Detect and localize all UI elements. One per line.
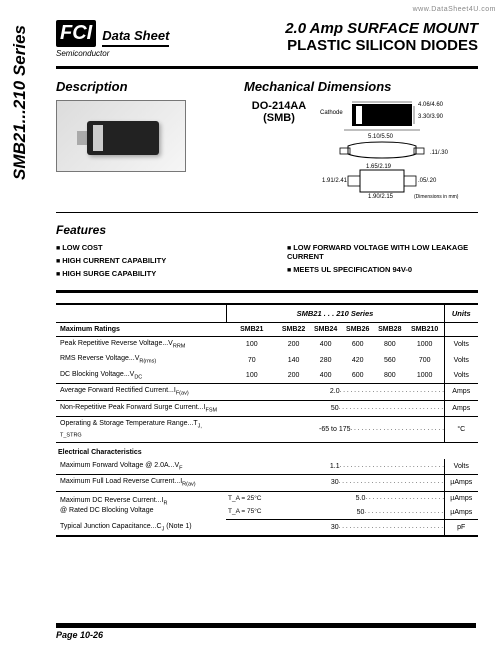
ratings-table: SMB21 . . . 210 Series Units Maximum Rat… (56, 303, 478, 537)
datasheet-label: Data Sheet (102, 28, 169, 47)
svg-text:(Dimensions in mm): (Dimensions in mm) (414, 194, 459, 200)
svg-text:3.30/3.90: 3.30/3.90 (418, 114, 444, 120)
table-row: Maximum DC Reverse Current...IR @ Rated … (56, 491, 478, 505)
features-right: LOW FORWARD VOLTAGE WITH LOW LEAKAGE CUR… (287, 243, 478, 274)
main-title: 2.0 Amp SURFACE MOUNT PLASTIC SILICON DI… (188, 20, 478, 55)
table-row: Typical Junction Capacitance...CJ (Note … (56, 520, 478, 536)
svg-text:4.06/4.60: 4.06/4.60 (418, 102, 444, 108)
svg-text:1.65/2.19: 1.65/2.19 (366, 164, 392, 170)
watermark: www.DataSheet4U.com (413, 6, 496, 13)
table-row: Peak Repetitive Reverse Voltage...VRRM 1… (56, 337, 478, 353)
table-row: Non-Repetitive Peak Forward Surge Curren… (56, 400, 478, 416)
features-heading: Features (56, 223, 478, 237)
svg-text:5.10/5.50: 5.10/5.50 (368, 134, 394, 140)
mech-drawing: Cathode 4.06/4.60 3.30/3.90 5.10/5.50 .1… (318, 100, 478, 202)
svg-text:.11/.30: .11/.30 (430, 150, 449, 156)
table-row: Maximum Forward Voltage @ 2.0A...VF 1.1 … (56, 459, 478, 475)
table-row: RMS Reverse Voltage...VR(rms) 7014028042… (56, 352, 478, 367)
divider (56, 212, 478, 213)
svg-text:1.90/2.15: 1.90/2.15 (368, 194, 394, 200)
svg-text:.05/.20: .05/.20 (418, 178, 437, 184)
features-left: LOW COST HIGH CURRENT CAPABILITY HIGH SU… (56, 243, 247, 278)
table-row: Average Forward Rectified Current...IF(a… (56, 384, 478, 400)
side-series-title: SMB21...210 Series (10, 25, 30, 180)
svg-text:Cathode: Cathode (320, 110, 343, 116)
brand-subtitle: Semiconductor (56, 49, 176, 58)
table-row: DC Blocking Voltage...VDC 10020040060080… (56, 368, 478, 384)
component-photo (56, 100, 186, 172)
header: FCI Data Sheet Semiconductor 2.0 Amp SUR… (56, 20, 478, 58)
divider (56, 290, 478, 293)
svg-text:1.91/2.41: 1.91/2.41 (322, 178, 348, 184)
description-heading: Description (56, 79, 234, 94)
package-code: DO-214AA (SMB) (244, 100, 314, 124)
brand-logo: FCI (56, 20, 96, 47)
mech-dimensions-heading: Mechanical Dimensions (244, 79, 478, 94)
divider (56, 66, 478, 69)
page-footer: Page 10-26 (56, 623, 476, 640)
table-row: Operating & Storage Temperature Range...… (56, 416, 478, 442)
table-row: Maximum Full Load Reverse Current...IR(a… (56, 475, 478, 491)
